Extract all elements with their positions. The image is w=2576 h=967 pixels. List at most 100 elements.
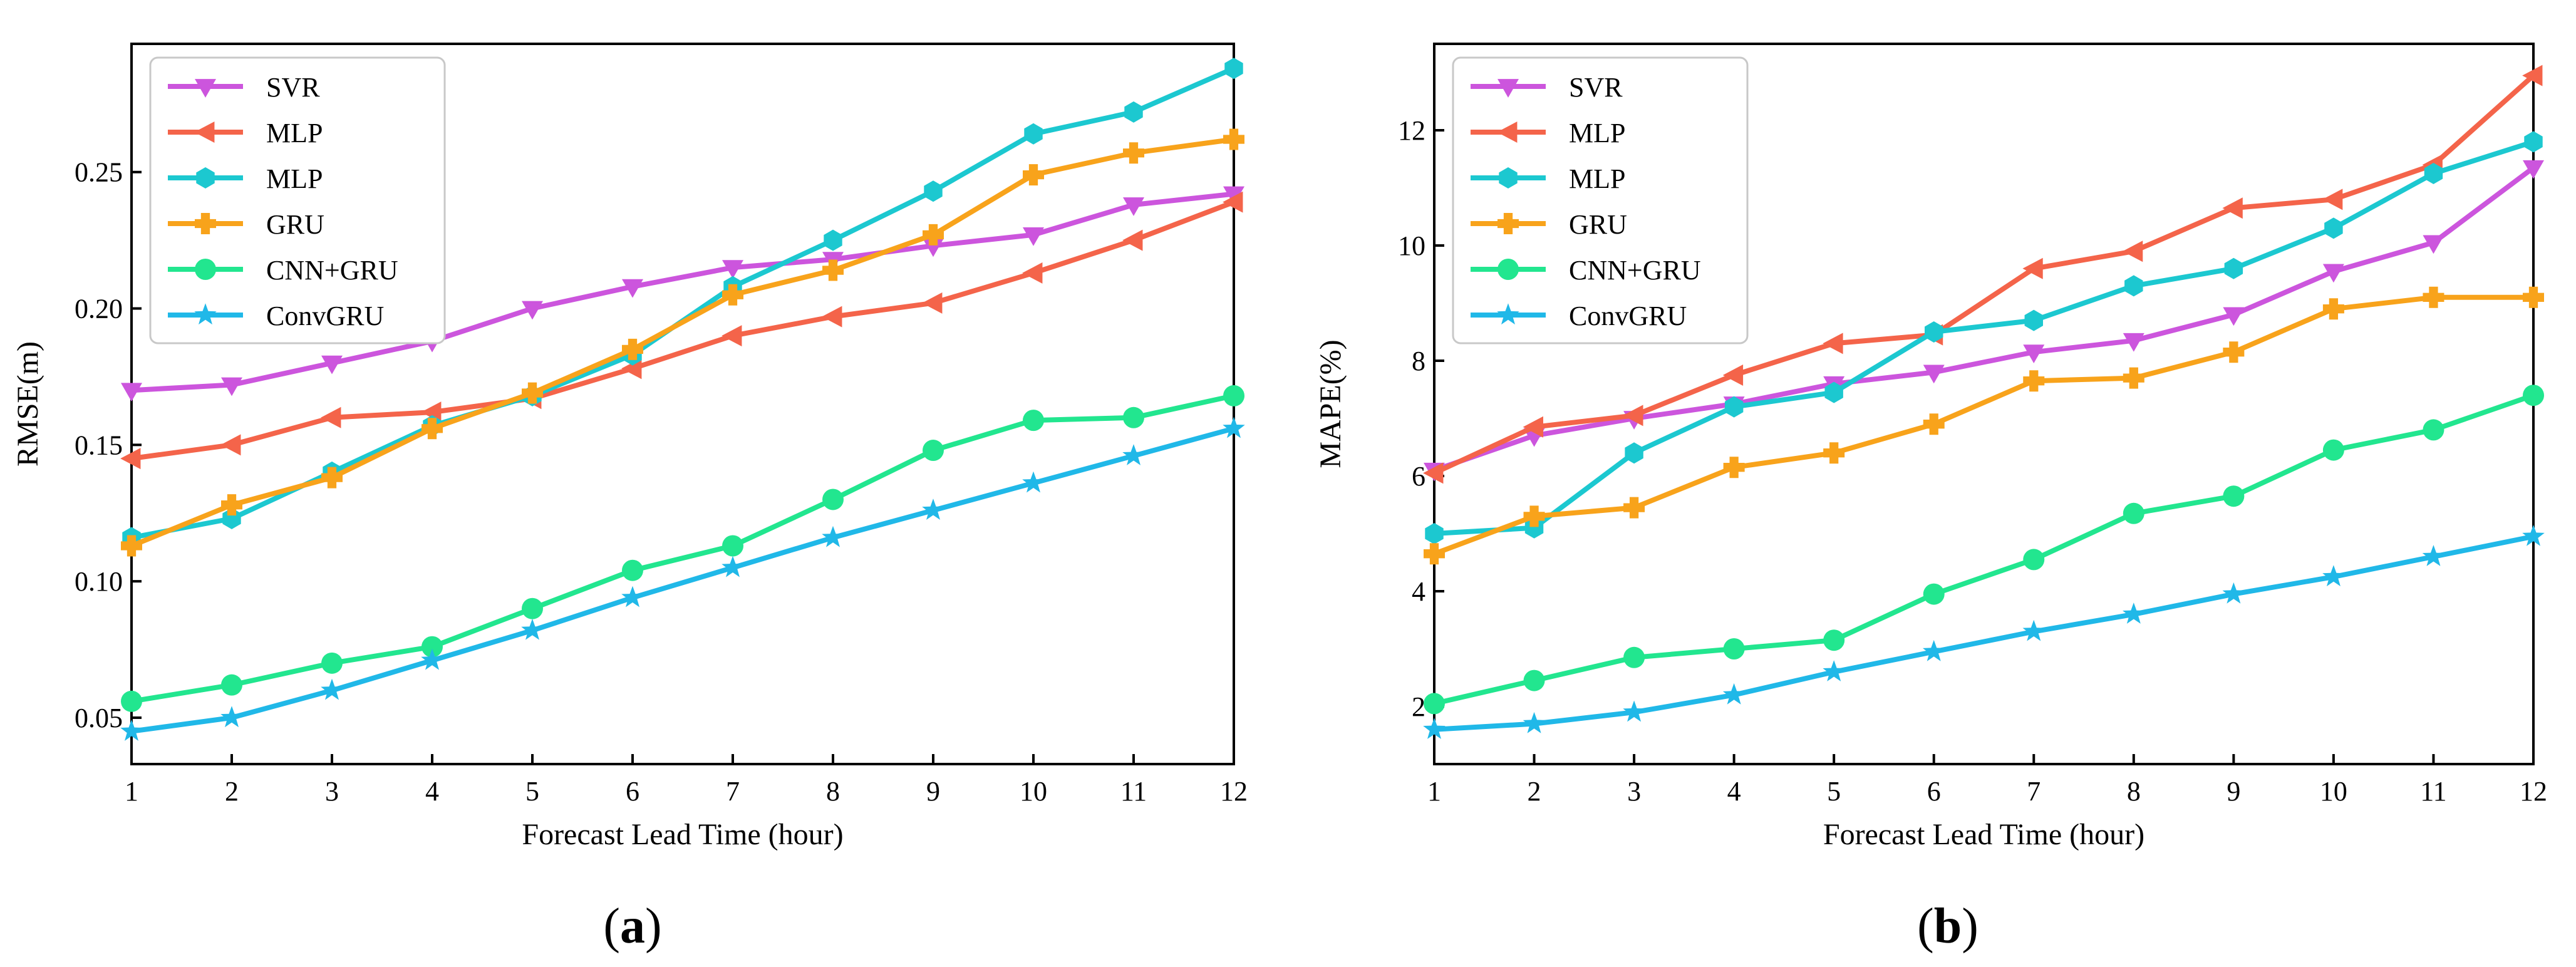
- series-line: [1433, 73, 2535, 476]
- data-point: [2222, 582, 2245, 604]
- series-gru-3: [121, 128, 1244, 557]
- data-point: [1922, 639, 1945, 661]
- panel-label: (a): [603, 899, 661, 954]
- y-tick-label: 10: [1398, 230, 1425, 261]
- legend-marker: [1499, 167, 1518, 189]
- legend-entry: CNN+GRU: [168, 255, 398, 286]
- data-point: [822, 489, 844, 510]
- data-point: [121, 535, 142, 557]
- data-point: [2322, 439, 2344, 461]
- data-point: [2523, 286, 2544, 308]
- data-point: [1122, 444, 1145, 465]
- legend-entry: SVR: [168, 72, 320, 103]
- data-point: [1625, 442, 1643, 464]
- data-point: [1424, 543, 1445, 565]
- data-point: [2522, 524, 2545, 546]
- data-point: [1024, 123, 1043, 145]
- data-point: [120, 448, 141, 470]
- x-tick-label: 7: [2027, 776, 2041, 807]
- legend-label: CNN+GRU: [1569, 255, 1701, 286]
- legend-label: MLP: [1569, 118, 1625, 148]
- x-tick-label: 7: [726, 776, 740, 807]
- data-point: [1623, 405, 1643, 427]
- data-point: [822, 306, 842, 328]
- data-point: [2422, 545, 2445, 566]
- data-point: [1423, 462, 1444, 484]
- x-tick-label: 6: [626, 776, 639, 807]
- data-point: [1523, 505, 1545, 527]
- data-point: [1723, 457, 1745, 478]
- x-tick-label: 10: [1020, 776, 1047, 807]
- data-point: [522, 301, 543, 320]
- data-point: [220, 434, 241, 456]
- data-point: [2222, 197, 2243, 219]
- data-point: [922, 292, 943, 314]
- y-tick-label: 0.15: [75, 430, 123, 460]
- data-point: [2423, 419, 2444, 441]
- data-point: [2322, 565, 2345, 587]
- x-tick-label: 4: [425, 776, 439, 807]
- data-point: [321, 355, 343, 375]
- data-point: [120, 720, 143, 741]
- x-tick-label: 6: [1927, 776, 1941, 807]
- data-point: [2023, 370, 2045, 392]
- data-point: [2123, 333, 2144, 352]
- data-point: [2024, 309, 2043, 331]
- data-point: [824, 229, 842, 251]
- legend-label: CNN+GRU: [266, 255, 398, 286]
- chart-panel-a: 1 2 3 4 5 6 7 8 9 10 11 120.050.100.150.200.25Forec…: [11, 43, 1248, 851]
- legend-marker: [194, 122, 215, 143]
- legend: SVR MLP MLP GRU CNN+GRU ConvGRU: [149, 56, 446, 344]
- legend-entry: SVR: [1471, 72, 1623, 103]
- x-tick-label: 2: [1528, 776, 1541, 807]
- series-gru-3: [1424, 286, 2544, 565]
- y-axis-label: MAPE(%): [1314, 339, 1347, 468]
- data-point: [923, 440, 944, 462]
- data-point: [121, 690, 142, 712]
- data-point: [1722, 683, 1746, 705]
- legend-label: MLP: [266, 163, 323, 194]
- data-point: [222, 507, 241, 529]
- data-point: [220, 706, 243, 728]
- legend-marker: [1497, 122, 1518, 143]
- series-convgru-5: [120, 416, 1245, 741]
- x-tick-label: 8: [826, 776, 840, 807]
- x-tick-label: 5: [1827, 776, 1841, 807]
- x-tick-label: 5: [525, 776, 539, 807]
- series-mlp-1: [1423, 65, 2543, 484]
- data-point: [1223, 186, 1244, 205]
- data-point: [1425, 523, 1444, 544]
- data-point: [2423, 235, 2444, 254]
- y-tick-label: 0.25: [75, 157, 123, 188]
- data-point: [422, 636, 443, 658]
- data-point: [1424, 693, 1445, 715]
- data-point: [2022, 257, 2043, 279]
- data-point: [221, 494, 242, 516]
- data-point: [2022, 619, 2046, 641]
- data-point: [221, 674, 242, 696]
- legend-label: ConvGRU: [266, 301, 384, 331]
- data-point: [1824, 381, 1843, 403]
- legend-entry: MLP: [168, 118, 323, 148]
- x-tick-label: 8: [2127, 776, 2141, 807]
- y-tick-label: 8: [1412, 346, 1425, 376]
- data-point: [1023, 227, 1044, 246]
- y-tick-label: 2: [1412, 691, 1425, 722]
- legend-label: GRU: [1569, 209, 1627, 240]
- legend-marker: [1497, 259, 1519, 280]
- data-point: [1724, 396, 1744, 418]
- data-point: [1823, 442, 1845, 464]
- legend-label: MLP: [1569, 163, 1625, 194]
- data-point: [2223, 485, 2245, 507]
- data-point: [1524, 517, 1544, 539]
- data-point: [1523, 711, 1546, 733]
- data-point: [1223, 416, 1245, 438]
- x-tick-label: 4: [1727, 776, 1741, 807]
- legend-marker: [195, 79, 216, 98]
- data-point: [1122, 229, 1143, 251]
- y-tick-label: 6: [1412, 461, 1425, 492]
- data-point: [1223, 385, 1244, 406]
- data-point: [2424, 163, 2443, 184]
